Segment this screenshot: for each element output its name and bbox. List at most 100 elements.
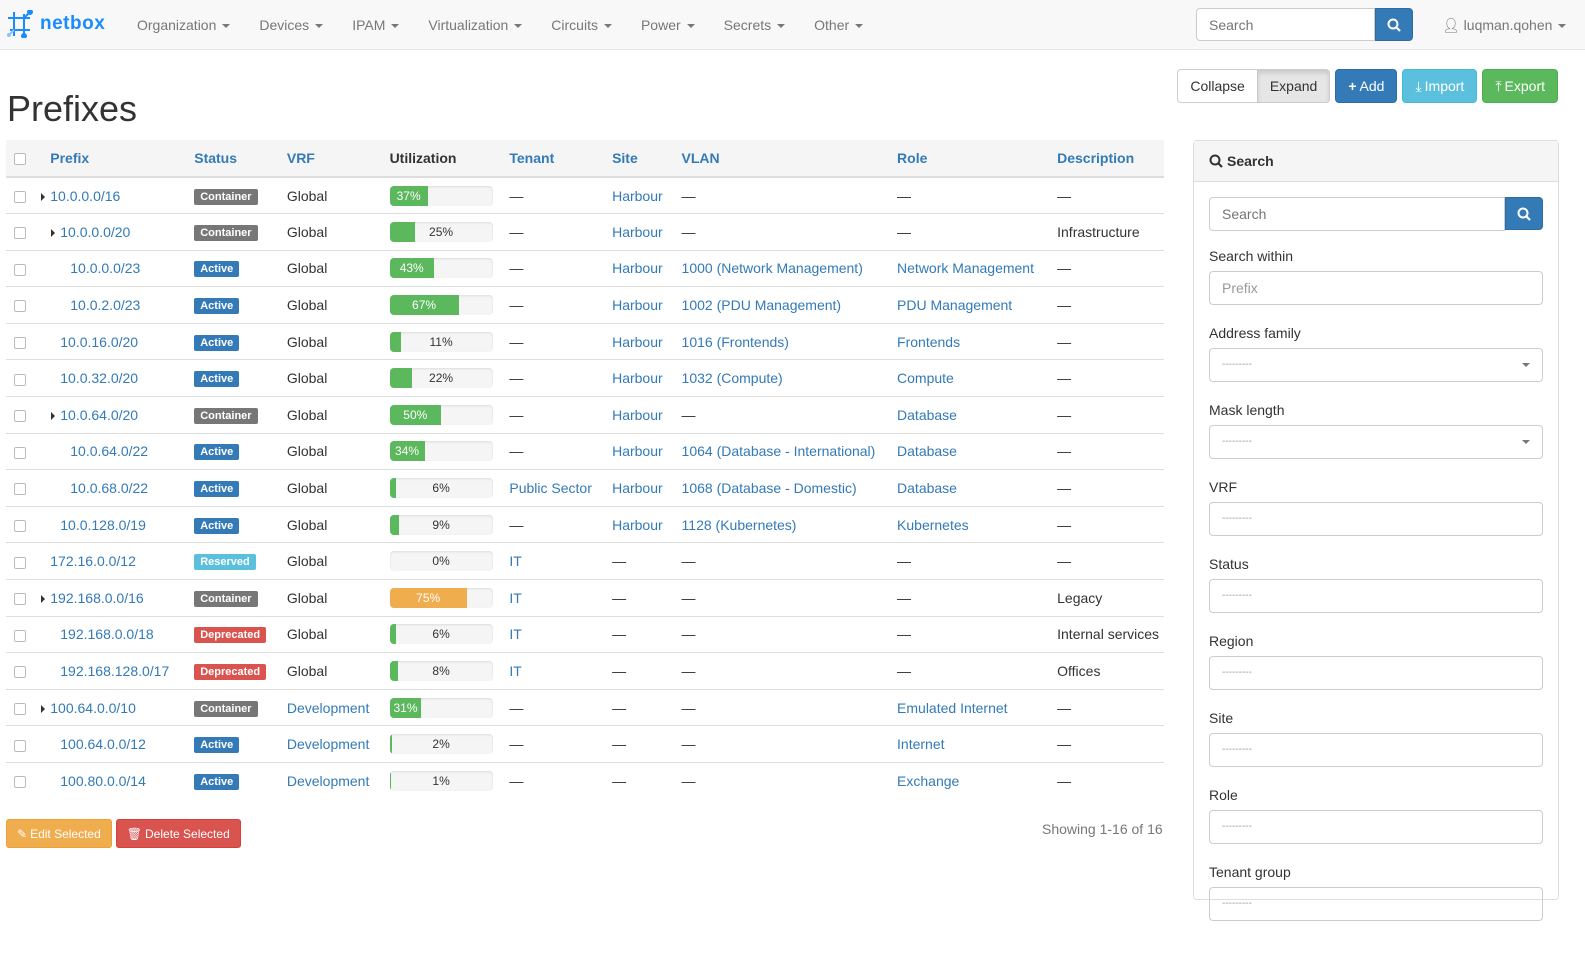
menu-secrets[interactable]: Secrets bbox=[724, 17, 786, 33]
add-button[interactable]: + Add bbox=[1335, 69, 1398, 103]
tenant-link[interactable]: IT bbox=[509, 663, 522, 680]
prefix-link[interactable]: 100.64.0.0/12 bbox=[60, 736, 146, 753]
tenant-link[interactable]: Public Sector bbox=[509, 480, 592, 497]
expand-toggle-icon[interactable] bbox=[41, 192, 46, 201]
vlan-link[interactable]: 1064 (Database - International) bbox=[681, 443, 876, 460]
site-link[interactable]: Harbour bbox=[612, 260, 663, 277]
export-button[interactable]: ⤒ Export bbox=[1482, 69, 1558, 103]
panel-search-input[interactable] bbox=[1209, 197, 1505, 231]
role-link[interactable]: Kubernetes bbox=[897, 516, 969, 533]
row-checkbox[interactable] bbox=[14, 776, 26, 789]
vlan-link[interactable]: 1016 (Frontends) bbox=[681, 333, 789, 350]
vlan-link[interactable]: 1002 (PDU Management) bbox=[681, 297, 842, 314]
row-checkbox[interactable] bbox=[14, 483, 26, 496]
prefix-link[interactable]: 10.0.68.0/22 bbox=[70, 480, 149, 497]
filter-input[interactable]: Prefix bbox=[1209, 271, 1543, 305]
expand-toggle-icon[interactable] bbox=[51, 228, 56, 237]
prefix-link[interactable]: 100.64.0.0/10 bbox=[50, 699, 136, 716]
filter-input[interactable]: --------- bbox=[1209, 502, 1543, 536]
panel-search-button[interactable] bbox=[1505, 197, 1543, 230]
menu-devices[interactable]: Devices bbox=[259, 17, 324, 33]
vlan-link[interactable]: 1032 (Compute) bbox=[681, 370, 783, 387]
row-checkbox[interactable] bbox=[14, 410, 26, 423]
prefix-link[interactable]: 192.168.128.0/17 bbox=[60, 663, 170, 680]
row-checkbox[interactable] bbox=[14, 227, 26, 240]
row-checkbox[interactable] bbox=[14, 336, 26, 349]
filter-input[interactable]: --------- bbox=[1209, 810, 1543, 844]
sort-prefix[interactable]: Prefix bbox=[50, 150, 90, 166]
menu-circuits[interactable]: Circuits bbox=[551, 17, 612, 33]
prefix-link[interactable]: 10.0.0.0/16 bbox=[50, 187, 121, 204]
role-link[interactable]: Database bbox=[897, 406, 957, 423]
sort-role[interactable]: Role bbox=[897, 150, 928, 166]
sort-vlan[interactable]: VLAN bbox=[681, 150, 720, 166]
site-link[interactable]: Harbour bbox=[612, 443, 663, 460]
expand-toggle-icon[interactable] bbox=[51, 411, 56, 420]
menu-other[interactable]: Other bbox=[814, 17, 864, 33]
site-link[interactable]: Harbour bbox=[612, 223, 663, 240]
tenant-link[interactable]: IT bbox=[509, 589, 522, 606]
filter-select[interactable]: --------- bbox=[1209, 348, 1543, 382]
site-link[interactable]: Harbour bbox=[612, 370, 663, 387]
expand-toggle-icon[interactable] bbox=[41, 594, 46, 603]
vlan-link[interactable]: 1000 (Network Management) bbox=[681, 260, 863, 277]
expand-button[interactable]: Expand bbox=[1257, 69, 1331, 103]
site-link[interactable]: Harbour bbox=[612, 406, 663, 423]
prefix-link[interactable]: 172.16.0.0/12 bbox=[50, 553, 136, 570]
menu-organization[interactable]: Organization bbox=[137, 17, 231, 33]
expand-toggle-icon[interactable] bbox=[41, 704, 46, 713]
role-link[interactable]: Frontends bbox=[897, 333, 961, 350]
row-checkbox[interactable] bbox=[14, 666, 26, 679]
site-link[interactable]: Harbour bbox=[612, 516, 663, 533]
role-link[interactable]: Emulated Internet bbox=[897, 699, 1008, 716]
vrf-link[interactable]: Development bbox=[286, 736, 370, 753]
prefix-link[interactable]: 192.168.0.0/16 bbox=[50, 589, 144, 606]
netbox-logo[interactable]: netbox bbox=[6, 10, 105, 38]
row-checkbox[interactable] bbox=[14, 373, 26, 386]
role-link[interactable]: PDU Management bbox=[897, 297, 1013, 314]
vlan-link[interactable]: 1128 (Kubernetes) bbox=[681, 516, 797, 533]
select-all-checkbox[interactable] bbox=[14, 153, 26, 166]
tenant-link[interactable]: IT bbox=[509, 626, 522, 643]
prefix-link[interactable]: 10.0.64.0/20 bbox=[60, 406, 139, 423]
filter-input[interactable]: --------- bbox=[1209, 579, 1543, 613]
import-button[interactable]: ⤓ Import bbox=[1402, 69, 1478, 103]
site-link[interactable]: Harbour bbox=[612, 480, 663, 497]
row-checkbox[interactable] bbox=[14, 519, 26, 532]
row-checkbox[interactable] bbox=[14, 300, 26, 313]
site-link[interactable]: Harbour bbox=[612, 297, 663, 314]
sort-vrf[interactable]: VRF bbox=[286, 150, 315, 166]
filter-input[interactable]: --------- bbox=[1209, 887, 1543, 921]
sort-site[interactable]: Site bbox=[612, 150, 638, 166]
prefix-link[interactable]: 10.0.128.0/19 bbox=[60, 516, 146, 533]
row-checkbox[interactable] bbox=[14, 702, 26, 715]
sort-status[interactable]: Status bbox=[194, 150, 238, 166]
row-checkbox[interactable] bbox=[14, 556, 26, 569]
prefix-link[interactable]: 10.0.16.0/20 bbox=[60, 333, 139, 350]
row-checkbox[interactable] bbox=[14, 190, 26, 203]
collapse-button[interactable]: Collapse bbox=[1177, 69, 1258, 103]
user-menu[interactable]: 👤︎ luqman.qohen bbox=[1442, 17, 1567, 34]
menu-virtualization[interactable]: Virtualization bbox=[428, 17, 523, 33]
prefix-link[interactable]: 10.0.0.0/23 bbox=[70, 260, 141, 277]
nav-search-input[interactable] bbox=[1196, 8, 1375, 41]
nav-search-button[interactable] bbox=[1375, 8, 1413, 41]
vrf-link[interactable]: Development bbox=[286, 699, 370, 716]
row-checkbox[interactable] bbox=[14, 629, 26, 642]
row-checkbox[interactable] bbox=[14, 263, 26, 276]
prefix-link[interactable]: 100.80.0.0/14 bbox=[60, 773, 146, 790]
role-link[interactable]: Compute bbox=[897, 370, 954, 387]
role-link[interactable]: Internet bbox=[897, 736, 945, 753]
vrf-link[interactable]: Development bbox=[286, 773, 370, 790]
tenant-link[interactable]: IT bbox=[509, 553, 522, 570]
role-link[interactable]: Database bbox=[897, 480, 957, 497]
vlan-link[interactable]: 1068 (Database - Domestic) bbox=[681, 480, 857, 497]
row-checkbox[interactable] bbox=[14, 593, 26, 606]
role-link[interactable]: Exchange bbox=[897, 773, 960, 790]
row-checkbox[interactable] bbox=[14, 739, 26, 752]
prefix-link[interactable]: 192.168.0.0/18 bbox=[60, 626, 154, 643]
prefix-link[interactable]: 10.0.64.0/22 bbox=[70, 443, 149, 460]
site-link[interactable]: Harbour bbox=[612, 333, 663, 350]
menu-ipam[interactable]: IPAM bbox=[352, 17, 400, 33]
prefix-link[interactable]: 10.0.32.0/20 bbox=[60, 370, 139, 387]
